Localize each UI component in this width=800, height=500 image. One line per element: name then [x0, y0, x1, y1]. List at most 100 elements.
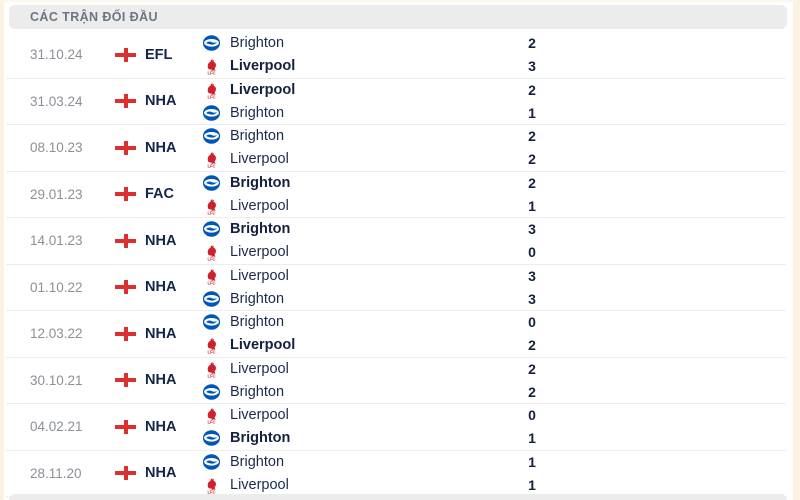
team-line: LFC Brighton 2 [193, 127, 786, 145]
team-name: Brighton [230, 290, 285, 307]
competition-code: NHA [145, 139, 177, 156]
team-name: Brighton [230, 35, 285, 52]
match-row[interactable]: 14.01.23 NHA LFC Brighton [6, 218, 786, 265]
team-score: 1 [528, 430, 536, 447]
team-line: LFC Brighton 0 [193, 313, 786, 331]
liverpool-logo-icon: LFC [207, 82, 216, 99]
brighton-logo-icon [202, 35, 221, 52]
next-section-header-edge [9, 494, 787, 500]
team-name: Brighton [230, 221, 291, 238]
team-name: Brighton [230, 174, 291, 191]
team-line: LFC Liverpool 1 [193, 197, 786, 215]
match-date: 30.10.21 [30, 372, 83, 388]
liverpool-logo-icon: LFC [202, 336, 221, 354]
liverpool-logo-icon: LFC [202, 267, 221, 285]
competition-code: NHA [145, 279, 177, 296]
brighton-logo-icon [202, 314, 221, 331]
team-score: 3 [528, 290, 536, 307]
liverpool-logo-icon: LFC [207, 198, 216, 215]
team-name: Brighton [230, 383, 285, 400]
liverpool-logo-icon: LFC [202, 243, 221, 261]
team-name: Liverpool [230, 476, 289, 493]
team-name: Brighton [230, 453, 285, 470]
liverpool-logo-icon: LFC [207, 268, 216, 285]
teams-block: LFC Liverpool 2 LFC [193, 81, 786, 122]
competition-code: NHA [145, 372, 177, 389]
team-score: 2 [528, 35, 536, 52]
match-list: 31.10.24 EFL LFC Brighton [4, 32, 793, 497]
svg-text:LFC: LFC [207, 210, 215, 215]
team-line: LFC Liverpool 2 [193, 150, 786, 168]
brighton-logo-icon [202, 174, 221, 191]
brighton-logo-icon [202, 290, 221, 307]
competition-code: NHA [145, 232, 177, 249]
teams-block: LFC Brighton 2 LFC [193, 127, 786, 168]
team-line: LFC Liverpool 3 [193, 267, 786, 285]
match-date: 08.10.23 [30, 140, 83, 156]
match-row[interactable]: 30.10.21 NHA LFC Liverpool [6, 358, 786, 404]
competition: EFL [115, 47, 193, 63]
liverpool-logo-icon: LFC [207, 408, 216, 424]
team-score: 1 [528, 197, 536, 214]
teams-block: LFC Brighton 1 LFC [193, 453, 786, 494]
match-row[interactable]: 08.10.23 NHA LFC Brighton [6, 125, 786, 172]
match-row[interactable]: 28.11.20 NHA LFC Brighton [6, 451, 786, 497]
brighton-logo-icon: LFC [202, 290, 221, 308]
match-row[interactable]: 31.03.24 NHA LFC Liverpool [6, 79, 786, 125]
match-row[interactable]: 01.10.22 NHA LFC Liverpool [6, 265, 786, 311]
england-flag-icon [115, 373, 136, 388]
svg-text:LFC: LFC [207, 164, 215, 169]
team-name: Brighton [230, 314, 285, 331]
team-name: Liverpool [230, 360, 289, 377]
match-date: 28.11.20 [30, 465, 82, 481]
brighton-logo-icon: LFC [202, 383, 221, 401]
competition-code: NHA [145, 325, 177, 342]
competition: NHA [115, 93, 193, 109]
team-line: LFC Liverpool 0 [193, 243, 786, 261]
match-date: 29.01.23 [30, 186, 83, 202]
team-line: LFC Liverpool 0 [193, 406, 786, 424]
match-row[interactable]: 31.10.24 EFL LFC Brighton [6, 32, 786, 79]
match-date: 01.10.22 [30, 279, 83, 295]
team-name: Brighton [230, 430, 291, 447]
competition: NHA [115, 372, 193, 388]
team-line: LFC Liverpool 2 [193, 360, 786, 378]
competition-code: NHA [145, 465, 177, 482]
liverpool-logo-icon: LFC [202, 150, 221, 168]
england-flag-icon [115, 466, 136, 481]
brighton-logo-icon: LFC [202, 127, 221, 145]
team-line: LFC Brighton 3 [193, 220, 786, 238]
svg-text:LFC: LFC [207, 257, 215, 262]
team-line: LFC Liverpool 2 [193, 81, 786, 99]
match-row[interactable]: 04.02.21 NHA LFC Liverpool [6, 404, 786, 451]
team-score: 2 [528, 128, 536, 145]
liverpool-logo-icon: LFC [202, 197, 221, 215]
team-line: LFC Brighton 1 [193, 429, 786, 447]
teams-block: LFC Brighton 0 LFC [193, 313, 786, 354]
team-name: Liverpool [230, 58, 296, 75]
match-row[interactable]: 12.03.22 NHA LFC Brighton [6, 311, 786, 358]
england-flag-icon [115, 280, 136, 295]
competition: NHA [115, 140, 193, 156]
teams-block: LFC Liverpool 3 LFC [193, 267, 786, 308]
teams-block: LFC Brighton 3 LFC [193, 220, 786, 261]
team-score: 2 [528, 383, 536, 400]
competition: FAC [115, 186, 193, 202]
svg-text:LFC: LFC [207, 350, 215, 355]
liverpool-logo-icon: LFC [202, 360, 221, 378]
team-name: Liverpool [230, 244, 289, 261]
team-name: Liverpool [230, 81, 296, 98]
match-row[interactable]: 29.01.23 FAC LFC Brighton [6, 172, 786, 218]
teams-block: LFC Brighton 2 LFC [193, 174, 786, 215]
liverpool-logo-icon: LFC [207, 59, 216, 75]
competition: NHA [115, 326, 193, 342]
team-name: Brighton [230, 104, 285, 121]
team-line: LFC Brighton 1 [193, 453, 786, 471]
team-score: 0 [528, 244, 536, 261]
competition: NHA [115, 465, 193, 481]
brighton-logo-icon: LFC [202, 34, 221, 52]
section-header: CÁC TRẬN ĐỐI ĐẦU [9, 5, 787, 29]
brighton-logo-icon: LFC [202, 313, 221, 331]
team-line: LFC Brighton 2 [193, 383, 786, 401]
match-date: 04.02.21 [30, 419, 83, 435]
